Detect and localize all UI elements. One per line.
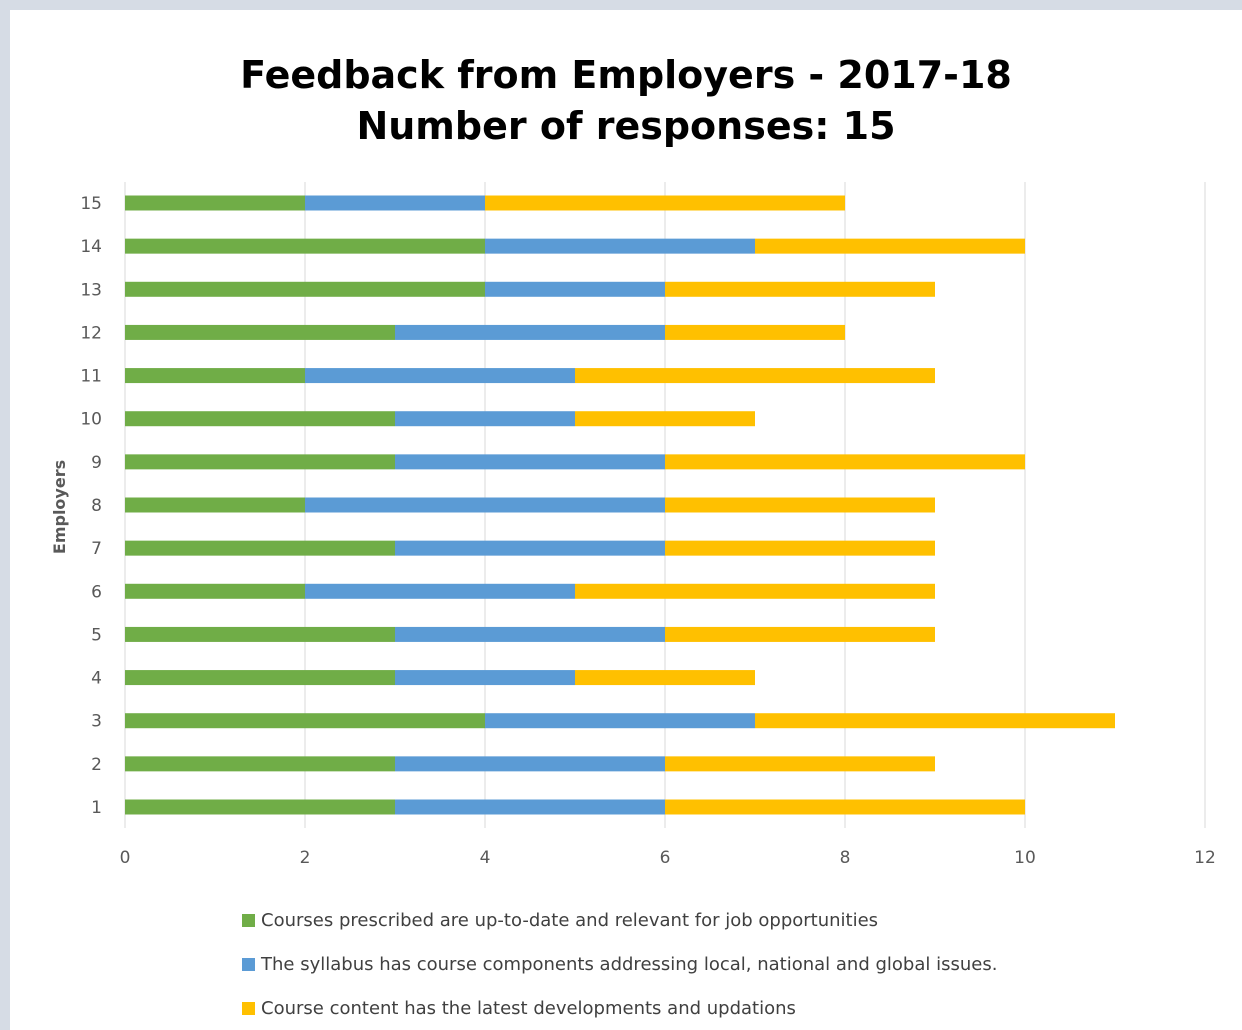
bar-employer-7-series-1[interactable] <box>125 540 395 556</box>
legend-label-3: Course content has the latest developmen… <box>261 997 796 1019</box>
bar-employer-11-series-1[interactable] <box>125 368 305 384</box>
y-tick-label: 14 <box>80 237 102 257</box>
bar-employer-10-series-2[interactable] <box>395 411 575 427</box>
bar-employer-10-series-1[interactable] <box>125 411 395 427</box>
bar-employer-5-series-3[interactable] <box>665 626 935 642</box>
y-tick-label: 12 <box>80 323 102 343</box>
bar-employer-14-series-3[interactable] <box>755 238 1025 254</box>
y-tick-label: 2 <box>91 755 102 775</box>
bar-employer-3-series-2[interactable] <box>485 713 755 729</box>
y-tick-label: 8 <box>91 496 102 516</box>
bar-employer-3-series-1[interactable] <box>125 713 485 729</box>
bar-employer-15-series-1[interactable] <box>125 195 305 211</box>
y-tick-label: 9 <box>91 453 102 473</box>
bar-employer-7-series-3[interactable] <box>665 540 935 556</box>
bar-employer-4-series-3[interactable] <box>575 670 755 686</box>
x-tick-label: 0 <box>120 848 131 868</box>
legend-swatch-blue <box>242 957 255 971</box>
bar-employer-12-series-2[interactable] <box>395 324 665 340</box>
x-tick-label: 12 <box>1194 848 1216 868</box>
legend-swatch-yellow <box>242 1001 255 1015</box>
x-tick-label: 4 <box>480 848 491 868</box>
bar-employer-2-series-1[interactable] <box>125 756 395 772</box>
x-tick-label: 2 <box>300 848 311 868</box>
bar-employer-13-series-2[interactable] <box>485 281 665 297</box>
bar-employer-15-series-3[interactable] <box>485 195 845 211</box>
chart-title: Feedback from Employers - 2017-18 <box>240 53 1012 97</box>
bar-employer-8-series-1[interactable] <box>125 497 305 513</box>
legend-label-2: The syllabus has course components addre… <box>261 953 998 975</box>
bar-employer-1-series-3[interactable] <box>665 799 1025 815</box>
bar-employer-15-series-2[interactable] <box>305 195 485 211</box>
bar-employer-3-series-3[interactable] <box>755 713 1115 729</box>
bar-employer-7-series-2[interactable] <box>395 540 665 556</box>
bar-employer-1-series-2[interactable] <box>395 799 665 815</box>
x-tick-label: 8 <box>840 848 851 868</box>
legend-item-3[interactable]: Course content has the latest developmen… <box>242 986 997 1030</box>
y-tick-label: 13 <box>80 280 102 300</box>
bar-employer-11-series-2[interactable] <box>305 368 575 384</box>
y-tick-label: 6 <box>91 582 102 602</box>
y-tick-label: 1 <box>91 798 102 818</box>
y-tick-label: 11 <box>80 367 102 387</box>
bar-employer-11-series-3[interactable] <box>575 368 935 384</box>
bars <box>125 195 1115 815</box>
bar-employer-14-series-2[interactable] <box>485 238 755 254</box>
bar-employer-13-series-3[interactable] <box>665 281 935 297</box>
x-tick-labels: 0 2 4 6 8 10 12 <box>120 848 1216 868</box>
y-tick-label: 5 <box>91 625 102 645</box>
y-tick-label: 3 <box>91 712 102 732</box>
bar-employer-10-series-3[interactable] <box>575 411 755 427</box>
bar-employer-9-series-3[interactable] <box>665 454 1025 470</box>
bar-employer-14-series-1[interactable] <box>125 238 485 254</box>
bar-employer-12-series-1[interactable] <box>125 324 395 340</box>
bar-employer-12-series-3[interactable] <box>665 324 845 340</box>
bar-employer-9-series-2[interactable] <box>395 454 665 470</box>
chart-panel: Feedback from Employers - 2017-18 Number… <box>10 10 1242 1030</box>
legend-item-1[interactable]: Courses prescribed are up-to-date and re… <box>242 898 997 942</box>
bar-employer-4-series-2[interactable] <box>395 670 575 686</box>
y-tick-label: 4 <box>91 669 102 689</box>
y-axis-title: Employers <box>50 460 69 554</box>
legend-label-1: Courses prescribed are up-to-date and re… <box>261 909 879 931</box>
y-tick-label: 10 <box>80 410 102 430</box>
bar-employer-5-series-2[interactable] <box>395 626 665 642</box>
legend-item-2[interactable]: The syllabus has course components addre… <box>242 942 997 986</box>
bar-employer-2-series-2[interactable] <box>395 756 665 772</box>
chart-title-block: Feedback from Employers - 2017-18 Number… <box>10 50 1242 152</box>
bar-employer-4-series-1[interactable] <box>125 670 395 686</box>
bar-employer-6-series-2[interactable] <box>305 583 575 599</box>
bar-employer-8-series-2[interactable] <box>305 497 665 513</box>
y-tick-label: 15 <box>80 194 102 214</box>
chart-subtitle: Number of responses: 15 <box>356 103 896 148</box>
bar-employer-13-series-1[interactable] <box>125 281 485 297</box>
bar-employer-6-series-3[interactable] <box>575 583 935 599</box>
bar-employer-5-series-1[interactable] <box>125 626 395 642</box>
y-tick-label: 7 <box>91 539 102 559</box>
bar-employer-1-series-1[interactable] <box>125 799 395 815</box>
bar-employer-6-series-1[interactable] <box>125 583 305 599</box>
bar-employer-8-series-3[interactable] <box>665 497 935 513</box>
x-tick-label: 10 <box>1014 848 1036 868</box>
legend: Courses prescribed are up-to-date and re… <box>242 898 997 1030</box>
bar-employer-9-series-1[interactable] <box>125 454 395 470</box>
legend-swatch-green <box>242 913 255 927</box>
x-tick-label: 6 <box>660 848 671 868</box>
bar-employer-2-series-3[interactable] <box>665 756 935 772</box>
